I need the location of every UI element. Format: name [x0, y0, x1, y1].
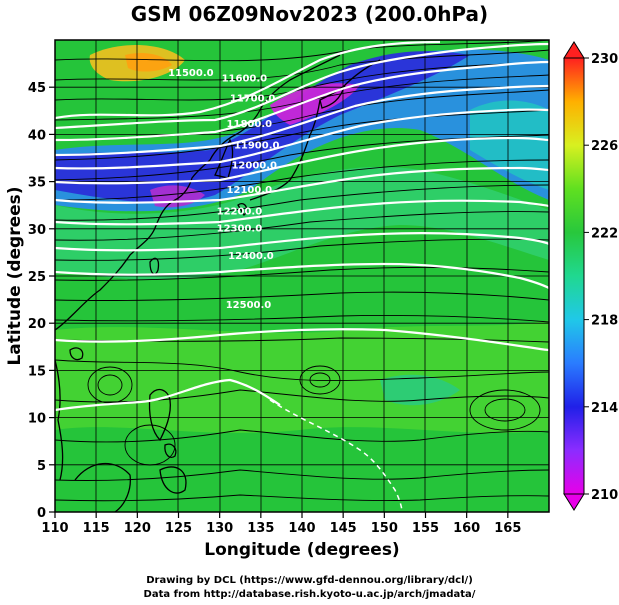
colorbar: 210 214 218 222 226 230: [563, 41, 618, 511]
contour-label: 11800.0: [227, 119, 273, 130]
japan-hokkaido: [319, 84, 346, 109]
mindanao: [159, 466, 187, 494]
x-tick-label: 120: [124, 521, 151, 536]
colorbar-label: 214: [591, 401, 618, 416]
colorbar-label: 226: [591, 139, 618, 154]
korea: [214, 138, 234, 179]
x-tick-label: 125: [165, 521, 192, 536]
chart-title: GSM 06Z09Nov2023 (200.0hPa): [130, 2, 489, 26]
x-tick-label: 145: [330, 521, 357, 536]
luzon: [148, 388, 171, 442]
borneo: [74, 462, 131, 512]
y-tick-label: 40: [28, 128, 46, 143]
credit-line-dcl: Drawing by DCL (https://www.gfd-dennou.o…: [146, 575, 473, 586]
x-tick-label: 110: [41, 521, 68, 536]
map-plot-area: 11500.0 11600.0 11700.0 11800.0 11900.0 12000…: [55, 40, 549, 512]
contour-labels: 11500.0 11600.0 11700.0 11800.0 11900.0 12000…: [168, 68, 279, 311]
hainan: [69, 347, 84, 361]
contour-label: 12300.0: [217, 224, 263, 235]
colorbar-gradient: [563, 57, 585, 495]
contour-label: 11600.0: [222, 74, 268, 85]
contour-label: 12500.0: [226, 300, 272, 311]
credit-line-data: Data from http://database.rish.kyoto-u.a…: [143, 589, 476, 600]
taiwan: [149, 257, 160, 275]
x-tick-label: 140: [288, 521, 315, 536]
y-tick-label: 25: [28, 270, 46, 285]
visayas: [164, 443, 177, 459]
x-axis-title: Longitude (degrees): [204, 540, 399, 560]
x-axis-ticks: 110 115 120 125 130 135 140 145 150 155 160 165: [41, 512, 521, 536]
x-tick-label: 150: [371, 521, 398, 536]
y-tick-label: 45: [28, 81, 46, 96]
colorbar-label: 218: [591, 314, 618, 329]
colorbar-label: 210: [591, 488, 618, 503]
x-tick-label: 135: [247, 521, 274, 536]
x-tick-label: 165: [494, 521, 521, 536]
x-tick-label: 155: [412, 521, 439, 536]
japan-kyushu: [237, 203, 248, 216]
x-tick-label: 130: [206, 521, 233, 536]
colorbar-ticks: 210 214 218 222 226 230: [584, 52, 618, 503]
y-tick-label: 20: [28, 317, 46, 332]
indochina: [55, 359, 64, 481]
y-tick-label: 35: [28, 176, 46, 191]
contour-label: 12400.0: [228, 251, 274, 262]
y-tick-label: 10: [28, 412, 46, 427]
contour-label: 11700.0: [230, 93, 276, 104]
y-tick-label: 30: [28, 223, 46, 238]
coldest-spot-east: [270, 83, 360, 125]
colorbar-bottom-triangle: [563, 493, 585, 511]
y-axis-ticks: 0 5 10 15 20 25 30 35 40 45: [28, 81, 55, 521]
colorbar-label: 230: [591, 52, 618, 67]
contour-dashed: [269, 399, 403, 512]
contour-label: 12100.0: [227, 185, 273, 196]
contour-label: 11500.0: [168, 68, 214, 79]
cyan-patch-tropics: [380, 374, 460, 406]
y-tick-label: 15: [28, 364, 46, 379]
contour-label: 12000.0: [231, 160, 277, 171]
colorbar-label: 222: [591, 226, 618, 241]
x-tick-label: 115: [83, 521, 110, 536]
contour-label: 12200.0: [217, 207, 263, 218]
y-tick-label: 5: [37, 459, 46, 474]
y-tick-label: 0: [37, 506, 46, 521]
y-axis-title: Latitude (degrees): [5, 186, 25, 365]
x-tick-label: 160: [453, 521, 480, 536]
colorbar-top-triangle: [563, 41, 585, 59]
china-coast: [55, 54, 341, 331]
height-contours: [55, 40, 549, 412]
contour-label: 11900.0: [234, 141, 280, 152]
